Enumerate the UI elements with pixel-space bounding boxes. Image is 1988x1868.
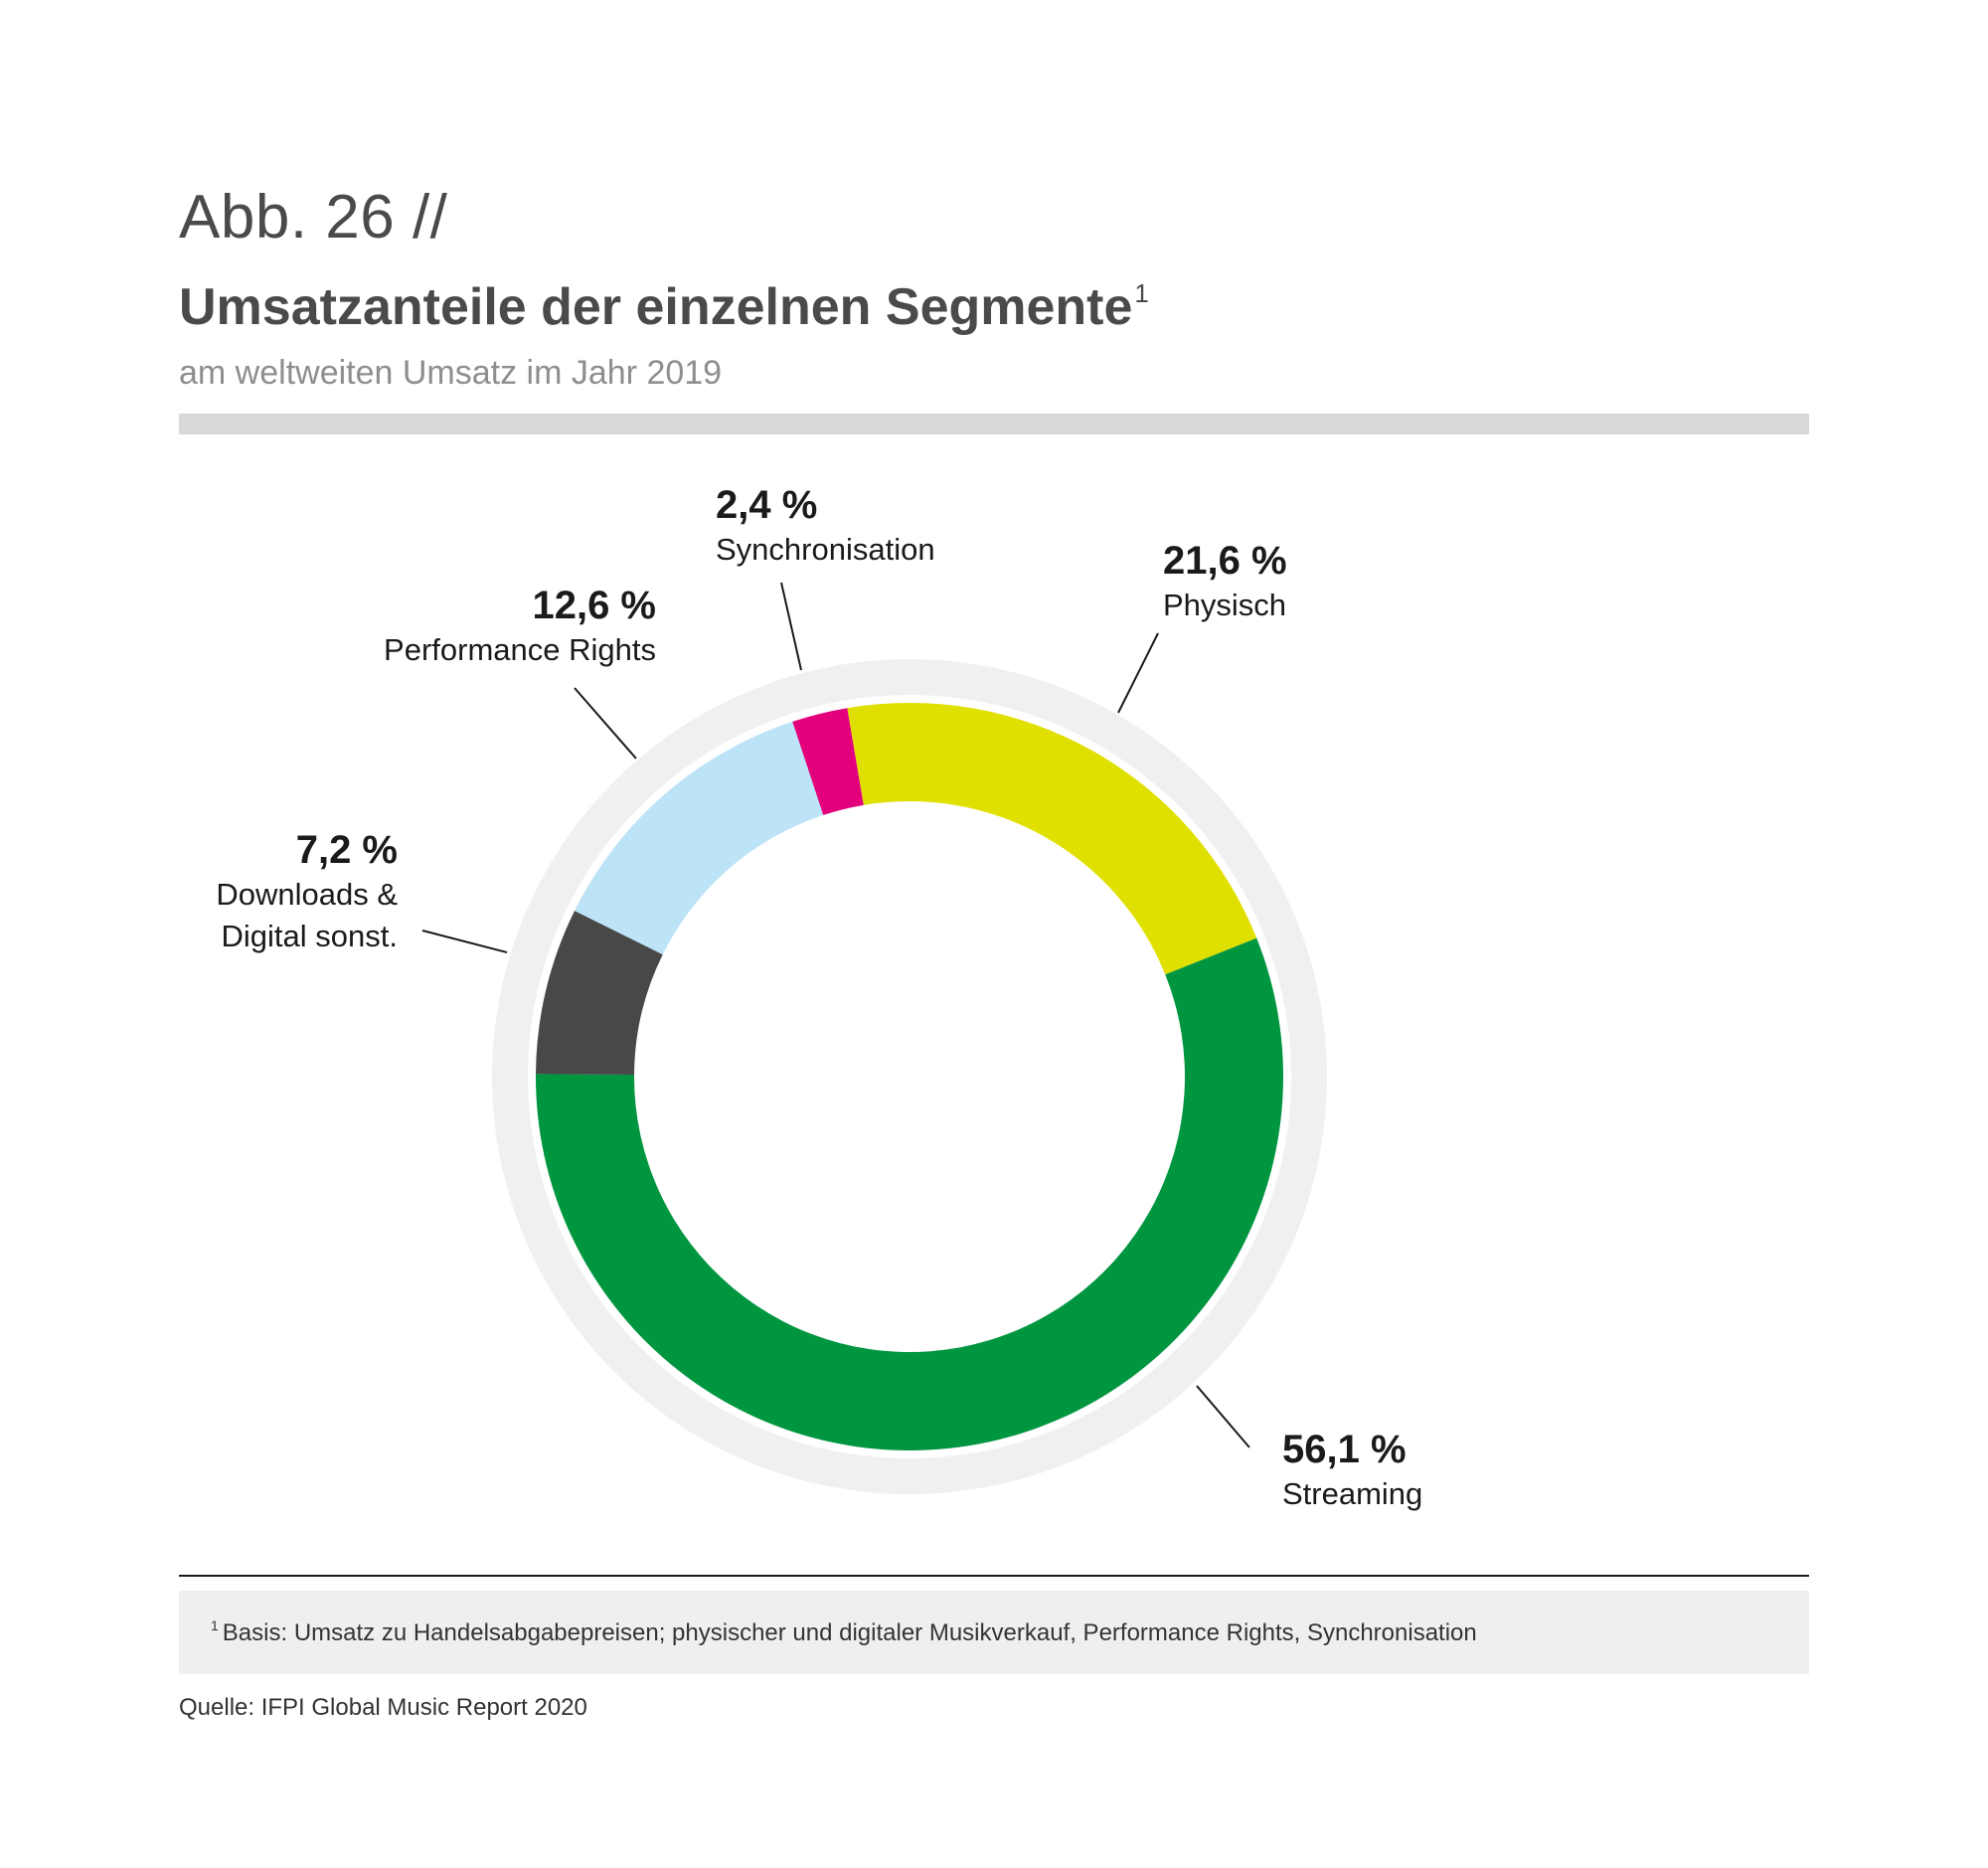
leader-line-downloads <box>421 930 508 953</box>
chart-title: Umsatzanteile der einzelnen Segmente1 <box>179 280 1149 333</box>
leader-lines <box>421 582 1250 1448</box>
label-performance-rights: 12,6 % Performance Rights <box>298 582 656 671</box>
slice-streaming <box>536 937 1283 1451</box>
label-physisch: 21,6 % Physisch <box>1163 537 1287 626</box>
label-downloads: 7,2 % Downloads & Digital sonst. <box>99 826 398 957</box>
label-downloads-name-line2: Digital sonst. <box>221 918 398 953</box>
source-note: Quelle: IFPI Global Music Report 2020 <box>179 1694 587 1721</box>
footnote-text: Basis: Umsatz zu Handelsabgabepreisen; p… <box>222 1619 1477 1646</box>
label-physisch-value: 21,6 % <box>1163 539 1287 583</box>
slice-performance-rights <box>575 721 824 955</box>
chart-title-text: Umsatzanteile der einzelnen Segmente <box>179 278 1133 336</box>
footnote-mark: 1 <box>211 1617 219 1633</box>
label-streaming: 56,1 % Streaming <box>1282 1426 1422 1515</box>
label-downloads-name-line1: Downloads & <box>216 877 398 912</box>
label-downloads-value: 7,2 % <box>295 828 398 872</box>
label-synchronisation-value: 2,4 % <box>716 483 818 527</box>
ring-gap <box>528 695 1291 1458</box>
donut-chart <box>421 582 1327 1494</box>
slice-synchronisation <box>792 708 864 815</box>
label-synchronisation: 2,4 % Synchronisation <box>716 481 935 571</box>
slice-physisch <box>847 703 1257 975</box>
slice-downloads-digital-sonst <box>536 911 663 1076</box>
label-synchronisation-name: Synchronisation <box>716 532 935 567</box>
label-performance-name: Performance Rights <box>384 632 656 667</box>
leader-line-performance <box>574 687 637 760</box>
footnote: 1 Basis: Umsatz zu Handelsabgabepreisen; … <box>211 1618 1477 1645</box>
label-performance-value: 12,6 % <box>532 584 656 627</box>
label-streaming-name: Streaming <box>1282 1476 1423 1511</box>
header-divider <box>179 414 1809 434</box>
label-streaming-value: 56,1 % <box>1282 1428 1407 1471</box>
label-physisch-name: Physisch <box>1163 588 1287 622</box>
figure-label: Abb. 26 // <box>179 183 448 252</box>
leader-line-physisch <box>1117 632 1159 714</box>
leader-line-synchronisation <box>780 582 802 671</box>
leader-line-streaming <box>1196 1385 1250 1448</box>
footnote-box <box>179 1591 1809 1674</box>
chart-subtitle: am weltweiten Umsatz im Jahr 2019 <box>179 354 723 392</box>
title-footnote-mark: 1 <box>1134 278 1149 308</box>
footer-divider <box>179 1575 1809 1577</box>
